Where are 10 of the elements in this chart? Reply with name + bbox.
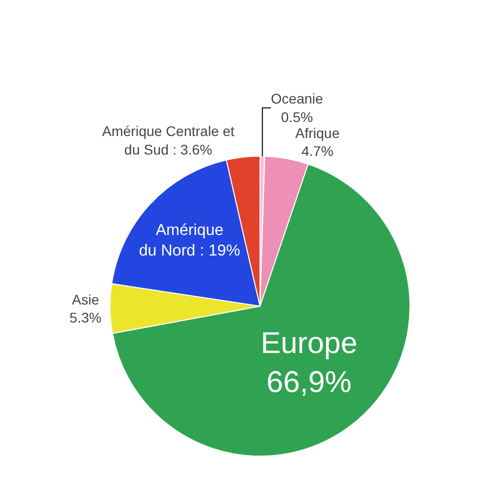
data-label: 0.5%: [281, 108, 313, 125]
data-label: 4.7%: [301, 143, 334, 160]
slice-label: Oceanie: [270, 90, 324, 107]
data-label: 5.3%: [70, 310, 102, 326]
data-label: 66,9%: [266, 366, 352, 399]
slice-label: Amérique du Nord : 19%: [138, 222, 240, 260]
slice-label: Asie: [72, 291, 100, 308]
slice-label: Afrique: [295, 124, 340, 141]
slice-label: Amérique Centrale et du Sud : 3.6%: [102, 123, 235, 158]
slice-label: Europe: [260, 326, 358, 360]
